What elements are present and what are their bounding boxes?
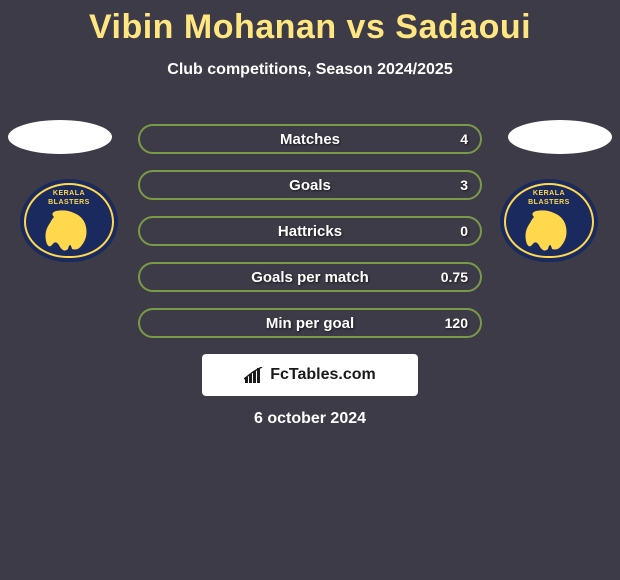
stat-label: Goals per match: [140, 269, 480, 286]
stat-label: Matches: [140, 131, 480, 148]
stat-row: Goals per match 0.75: [138, 262, 482, 292]
stat-right-value: 120: [445, 315, 468, 331]
player-avatar-left: [8, 120, 112, 154]
date-text: 6 october 2024: [0, 410, 620, 428]
stat-row: Hattricks 0: [138, 216, 482, 246]
player-avatar-right: [508, 120, 612, 154]
stat-row: Min per goal 120: [138, 308, 482, 338]
brand-badge: FcTables.com: [202, 354, 418, 396]
stat-right-value: 4: [460, 131, 468, 147]
club-logo-right: KERALA BLASTERS: [500, 179, 598, 262]
stat-bars: Matches 4 Goals 3 Hattricks 0 Goals per …: [138, 124, 482, 354]
stat-label: Min per goal: [140, 315, 480, 332]
elephant-icon: [522, 209, 576, 253]
stat-right-value: 0.75: [441, 269, 468, 285]
page-title: Vibin Mohanan vs Sadaoui: [0, 0, 620, 47]
club-right-line2: BLASTERS: [500, 198, 598, 207]
club-logo-left: KERALA BLASTERS: [20, 179, 118, 262]
brand-chart-icon: [244, 367, 264, 383]
brand-text: FcTables.com: [270, 366, 376, 384]
stat-right-value: 3: [460, 177, 468, 193]
stat-right-value: 0: [460, 223, 468, 239]
stat-label: Hattricks: [140, 223, 480, 240]
club-left-line2: BLASTERS: [20, 198, 118, 207]
club-right-line1: KERALA: [500, 189, 598, 198]
stat-label: Goals: [140, 177, 480, 194]
elephant-icon: [42, 209, 96, 253]
stat-row: Matches 4: [138, 124, 482, 154]
club-left-line1: KERALA: [20, 189, 118, 198]
stat-row: Goals 3: [138, 170, 482, 200]
subtitle: Club competitions, Season 2024/2025: [0, 61, 620, 79]
